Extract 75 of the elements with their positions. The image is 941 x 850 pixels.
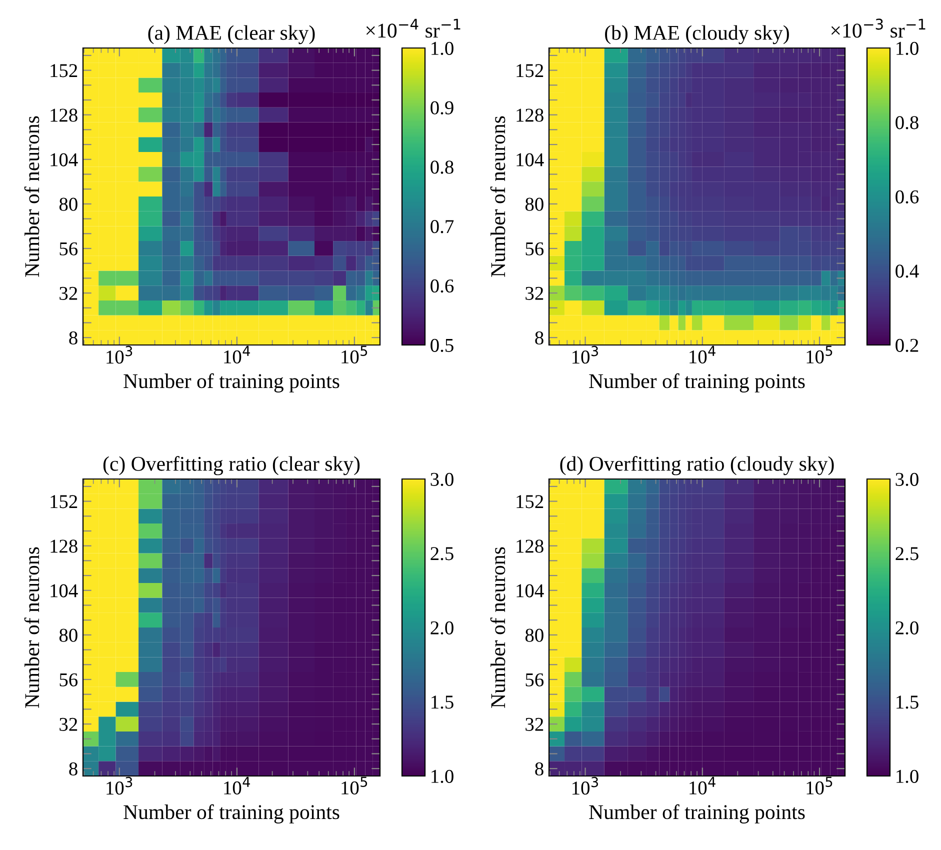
color-bar-label: 0.8 [896, 116, 918, 130]
color-bar-label: 0.8 [430, 160, 454, 174]
color-bar-label: 1.0 [896, 770, 918, 784]
y-tick-label: 104 [516, 153, 544, 166]
y-tick-label: 8 [535, 331, 544, 345]
y-tick-label: 152 [516, 495, 544, 508]
color-bar-label: 1.0 [432, 42, 454, 56]
y-tick-label: 56 [526, 673, 544, 686]
y-tick-label: 80 [525, 198, 544, 211]
y-axis-title: Number of neurons [24, 116, 40, 277]
y-tick-label: 80 [525, 628, 544, 642]
y-tick-label: 152 [50, 495, 78, 508]
color-bar-label: 2.5 [896, 547, 918, 560]
y-tick-label: 56 [60, 673, 78, 686]
y-tick-label: 32 [60, 286, 78, 300]
chart-title: (d) Overfitting ratio (cloudy sky) [560, 456, 834, 476]
y-tick-label: 8 [535, 762, 544, 776]
y-tick-label: 152 [50, 64, 78, 78]
color-bar-label: 0.5 [430, 338, 454, 352]
x-tick-label: 10$^{3}$ [106, 346, 132, 364]
color-bar-label: 0.4 [896, 264, 919, 278]
y-tick-label: 32 [526, 286, 544, 300]
x-tick-label: 10$^{4}$ [690, 776, 716, 794]
y-tick-label: 8 [69, 762, 78, 776]
y-tick-label: 128 [516, 108, 544, 122]
color-bar-label: 3.0 [896, 472, 918, 486]
color-bar-label: 1.0 [896, 42, 918, 56]
x-tick-label: 10$^{3}$ [572, 346, 598, 364]
color-bar-label: 2.0 [430, 621, 454, 635]
color-bar-title: ×10$^{−4}$ sr$^{−1}$ [366, 18, 460, 38]
color-bar-label: 1.5 [432, 696, 454, 709]
color-bar-label: 0.9 [430, 101, 454, 114]
y-tick-label: 152 [516, 64, 544, 78]
y-tick-label: 32 [60, 718, 78, 731]
y-axis-title: Number of neurons [490, 116, 506, 277]
chart-title: (b) MAE (cloudy sky) [605, 25, 789, 44]
color-bar-label: 2.0 [896, 621, 918, 635]
color-bar-title: ×10$^{−3}$ sr$^{−1}$ [831, 18, 926, 38]
y-tick-label: 128 [50, 540, 78, 553]
color-bar-label: 0.7 [430, 220, 454, 234]
y-tick-label: 80 [59, 628, 78, 642]
chart-title: (c) Overfitting ratio (clear sky) [103, 456, 360, 476]
color-bar-label: 1.0 [432, 770, 454, 784]
x-tick-label: 10$^{4}$ [224, 776, 250, 794]
chart-title: (a) MAE (clear sky) [148, 25, 315, 44]
y-axis-title: Number of neurons [490, 547, 506, 708]
x-tick-label: 10$^{5}$ [342, 776, 368, 794]
y-tick-label: 80 [59, 198, 78, 211]
y-tick-label: 128 [50, 108, 78, 122]
y-tick-label: 104 [50, 584, 78, 598]
y-tick-label: 104 [516, 584, 544, 598]
y-axis-title: Number of neurons [24, 547, 40, 708]
x-axis-title: Number of training points [124, 373, 340, 392]
x-tick-label: 10$^{5}$ [806, 346, 832, 364]
color-bar-label: 1.5 [896, 696, 918, 709]
x-tick-label: 10$^{3}$ [106, 776, 132, 795]
x-tick-label: 10$^{4}$ [690, 346, 716, 364]
x-axis-title: Number of training points [589, 804, 805, 824]
x-axis-title: Number of training points [124, 804, 340, 824]
color-bar-label: 0.6 [896, 190, 919, 204]
y-tick-label: 8 [69, 331, 78, 345]
y-tick-label: 32 [526, 718, 544, 731]
x-axis-title: Number of training points [589, 373, 805, 392]
color-bar-label: 0.6 [430, 279, 454, 293]
y-tick-label: 128 [516, 540, 544, 553]
y-tick-label: 56 [60, 242, 78, 256]
color-bar-label: 0.2 [896, 338, 918, 352]
y-tick-label: 56 [526, 242, 544, 256]
color-bar-label: 3.0 [430, 472, 454, 486]
x-tick-label: 10$^{5}$ [342, 346, 368, 364]
x-tick-label: 10$^{5}$ [806, 776, 832, 794]
y-tick-label: 104 [50, 153, 78, 166]
x-tick-label: 10$^{4}$ [224, 346, 250, 364]
color-bar-label: 2.5 [430, 547, 454, 560]
x-tick-label: 10$^{3}$ [572, 776, 598, 795]
